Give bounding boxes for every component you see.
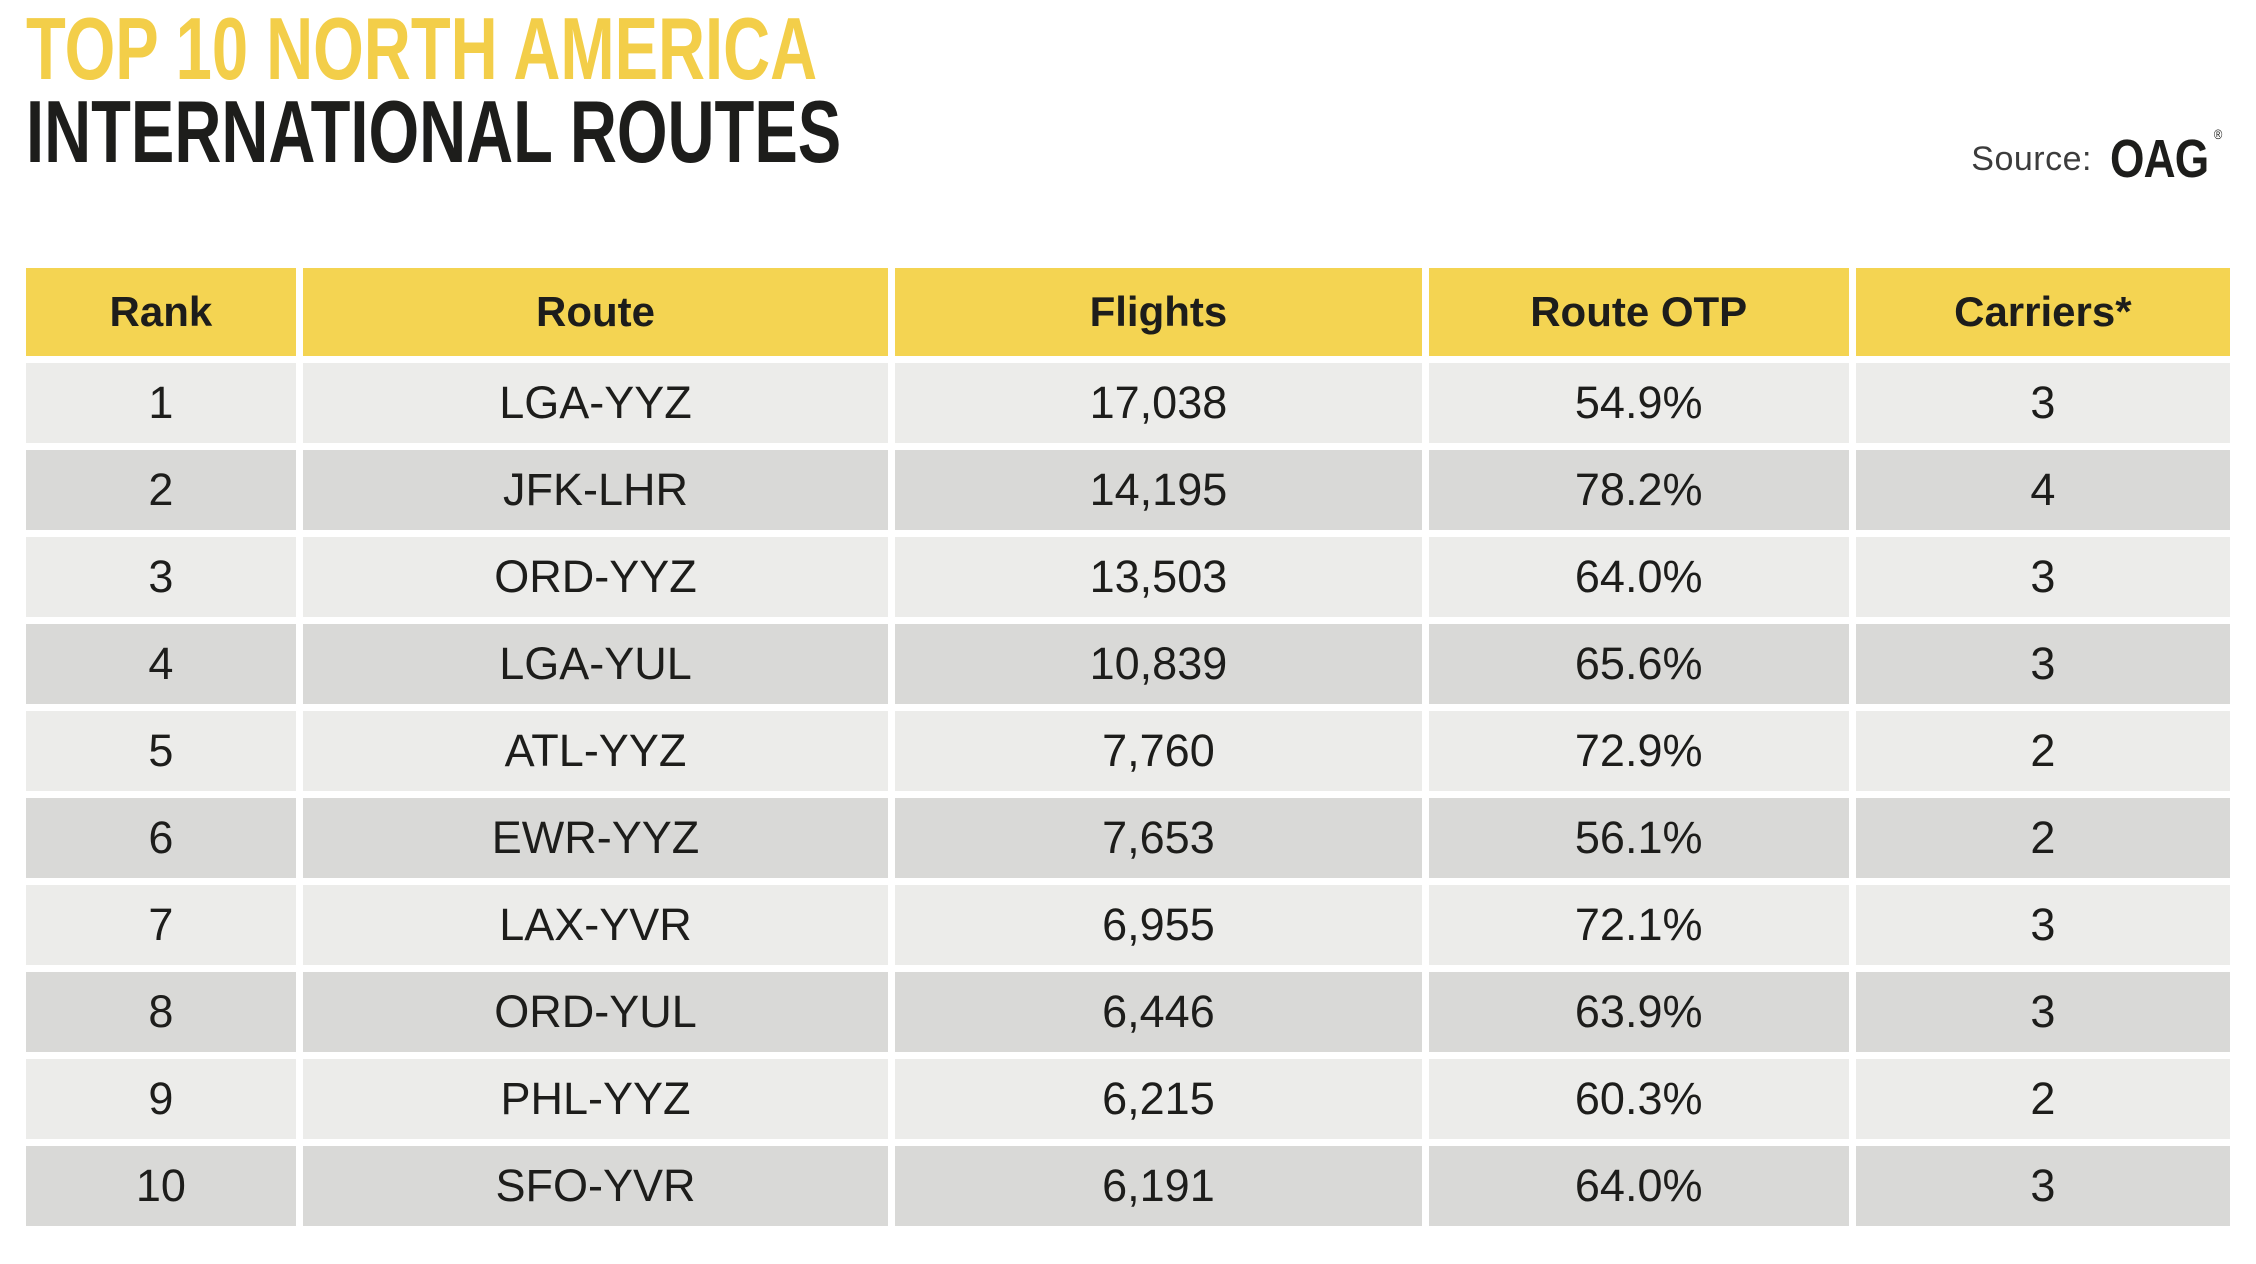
cell-flights: 6,446 — [895, 972, 1422, 1052]
cell-flights: 13,503 — [895, 537, 1422, 617]
cell-flights: 10,839 — [895, 624, 1422, 704]
cell-rank: 5 — [26, 711, 296, 791]
column-header-rank: Rank — [26, 268, 296, 356]
table-header: Rank Route Flights Route OTP Carriers* — [26, 268, 2230, 356]
cell-route-otp: 64.0% — [1428, 1146, 1849, 1226]
cell-flights: 6,955 — [895, 885, 1422, 965]
column-header-route-otp: Route OTP — [1428, 268, 1849, 356]
cell-flights: 6,215 — [895, 1059, 1422, 1139]
cell-carriers: 3 — [1855, 537, 2230, 617]
cell-rank: 7 — [26, 885, 296, 965]
source-label: Source: — [1971, 139, 2092, 178]
cell-carriers: 2 — [1855, 711, 2230, 791]
cell-flights: 17,038 — [895, 363, 1422, 443]
cell-route: LGA-YUL — [302, 624, 889, 704]
table-row: 1 LGA-YYZ 17,038 54.9% 3 — [26, 363, 2230, 443]
cell-route: LGA-YYZ — [302, 363, 889, 443]
header-row: Rank Route Flights Route OTP Carriers* — [26, 268, 2230, 356]
cell-flights: 14,195 — [895, 450, 1422, 530]
cell-carriers: 2 — [1855, 798, 2230, 878]
cell-rank: 3 — [26, 537, 296, 617]
cell-route-otp: 63.9% — [1428, 972, 1849, 1052]
table-row: 8 ORD-YUL 6,446 63.9% 3 — [26, 972, 2230, 1052]
table-row: 6 EWR-YYZ 7,653 56.1% 2 — [26, 798, 2230, 878]
cell-flights: 6,191 — [895, 1146, 1422, 1226]
cell-rank: 2 — [26, 450, 296, 530]
page-title: TOP 10 NORTH AMERICA INTERNATIONAL ROUTE… — [26, 0, 842, 181]
table-body: 1 LGA-YYZ 17,038 54.9% 3 2 JFK-LHR 14,195 78.2% 4… — [26, 363, 2230, 1226]
cell-route-otp: 78.2% — [1428, 450, 1849, 530]
cell-route: SFO-YVR — [302, 1146, 889, 1226]
table-row: 10 SFO-YVR 6,191 64.0% 3 — [26, 1146, 2230, 1226]
cell-route-otp: 56.1% — [1428, 798, 1849, 878]
cell-route-otp: 72.1% — [1428, 885, 1849, 965]
cell-route-otp: 72.9% — [1428, 711, 1849, 791]
table-row: 4 LGA-YUL 10,839 65.6% 3 — [26, 624, 2230, 704]
page-title-line2: INTERNATIONAL ROUTES — [26, 81, 842, 181]
table-row: 5 ATL-YYZ 7,760 72.9% 2 — [26, 711, 2230, 791]
cell-flights: 7,760 — [895, 711, 1422, 791]
cell-carriers: 3 — [1855, 1146, 2230, 1226]
cell-route: ATL-YYZ — [302, 711, 889, 791]
cell-route-otp: 54.9% — [1428, 363, 1849, 443]
oag-logo: OAG ® — [2109, 126, 2222, 190]
cell-route: PHL-YYZ — [302, 1059, 889, 1139]
oag-logo-text: OAG — [2109, 129, 2209, 189]
cell-route-otp: 65.6% — [1428, 624, 1849, 704]
cell-rank: 9 — [26, 1059, 296, 1139]
cell-carriers: 3 — [1855, 885, 2230, 965]
cell-carriers: 3 — [1855, 624, 2230, 704]
cell-flights: 7,653 — [895, 798, 1422, 878]
cell-route-otp: 60.3% — [1428, 1059, 1849, 1139]
cell-rank: 8 — [26, 972, 296, 1052]
routes-table: Rank Route Flights Route OTP Carriers* 1… — [19, 261, 2237, 1233]
cell-route: LAX-YVR — [302, 885, 889, 965]
cell-rank: 1 — [26, 363, 296, 443]
table-row: 7 LAX-YVR 6,955 72.1% 3 — [26, 885, 2230, 965]
table-row: 2 JFK-LHR 14,195 78.2% 4 — [26, 450, 2230, 530]
cell-carriers: 3 — [1855, 363, 2230, 443]
cell-rank: 6 — [26, 798, 296, 878]
column-header-flights: Flights — [895, 268, 1422, 356]
cell-route-otp: 64.0% — [1428, 537, 1849, 617]
registered-trademark-icon: ® — [2213, 126, 2222, 142]
cell-route: ORD-YUL — [302, 972, 889, 1052]
cell-carriers: 3 — [1855, 972, 2230, 1052]
cell-carriers: 2 — [1855, 1059, 2230, 1139]
table-row: 3 ORD-YYZ 13,503 64.0% 3 — [26, 537, 2230, 617]
table-row: 9 PHL-YYZ 6,215 60.3% 2 — [26, 1059, 2230, 1139]
source-attribution: Source: OAG ® — [1971, 126, 2230, 190]
page-title-line1: TOP 10 NORTH AMERICA — [26, 0, 818, 98]
cell-route: ORD-YYZ — [302, 537, 889, 617]
column-header-carriers: Carriers* — [1855, 268, 2230, 356]
cell-carriers: 4 — [1855, 450, 2230, 530]
cell-rank: 4 — [26, 624, 296, 704]
cell-route: EWR-YYZ — [302, 798, 889, 878]
cell-rank: 10 — [26, 1146, 296, 1226]
column-header-route: Route — [302, 268, 889, 356]
cell-route: JFK-LHR — [302, 450, 889, 530]
